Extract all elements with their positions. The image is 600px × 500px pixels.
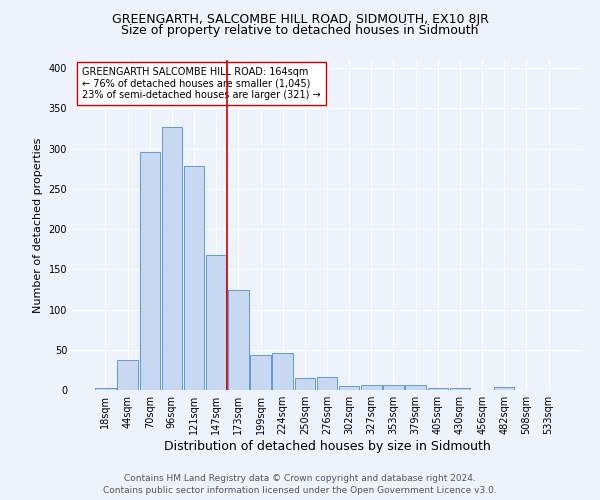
- Bar: [339, 386, 359, 390]
- Bar: [228, 290, 248, 390]
- Text: GREENGARTH, SALCOMBE HILL ROAD, SIDMOUTH, EX10 8JR: GREENGARTH, SALCOMBE HILL ROAD, SIDMOUTH…: [112, 12, 488, 26]
- Bar: [140, 152, 160, 390]
- Bar: [250, 354, 271, 390]
- Bar: [272, 353, 293, 390]
- Bar: [206, 255, 226, 390]
- Bar: [406, 385, 426, 390]
- Bar: [118, 360, 138, 390]
- Bar: [95, 388, 116, 390]
- Y-axis label: Number of detached properties: Number of detached properties: [33, 138, 43, 312]
- Bar: [450, 388, 470, 390]
- Bar: [361, 385, 382, 390]
- Bar: [295, 378, 315, 390]
- Bar: [184, 166, 204, 390]
- Text: Contains HM Land Registry data © Crown copyright and database right 2024.
Contai: Contains HM Land Registry data © Crown c…: [103, 474, 497, 495]
- Bar: [428, 388, 448, 390]
- Bar: [161, 127, 182, 390]
- Bar: [494, 387, 514, 390]
- Text: GREENGARTH SALCOMBE HILL ROAD: 164sqm
← 76% of detached houses are smaller (1,04: GREENGARTH SALCOMBE HILL ROAD: 164sqm ← …: [82, 66, 321, 100]
- X-axis label: Distribution of detached houses by size in Sidmouth: Distribution of detached houses by size …: [164, 440, 490, 453]
- Text: Size of property relative to detached houses in Sidmouth: Size of property relative to detached ho…: [121, 24, 479, 37]
- Bar: [317, 377, 337, 390]
- Bar: [383, 385, 404, 390]
